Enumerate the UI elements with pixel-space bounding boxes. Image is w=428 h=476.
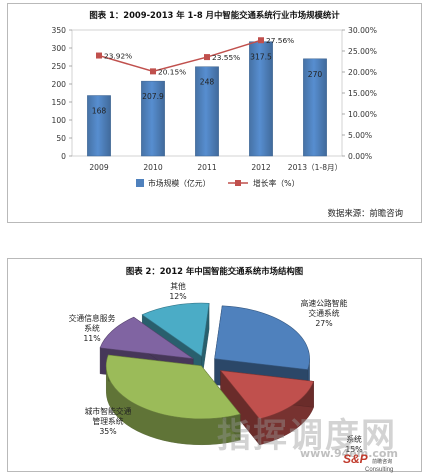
pie-label-1: 系统 bbox=[346, 434, 362, 444]
y-right-tick-label: 10.00% bbox=[348, 110, 377, 119]
watermark-logo-cn: 前瞻咨询 bbox=[372, 459, 393, 465]
chart2-svg: 高速公路智能交通系统27%系统15%城市智能交通管理系统35%交通信息服务系统1… bbox=[69, 281, 363, 454]
pie-label-2: 35% bbox=[99, 427, 116, 436]
legend-line-label: 增长率（%） bbox=[253, 178, 299, 188]
pie-label-0: 交通系统 bbox=[308, 308, 339, 318]
watermark-text: 指挥调度网 bbox=[217, 416, 397, 456]
x-tick-label: 2010 bbox=[143, 163, 162, 172]
bar-value-label: 270 bbox=[308, 70, 323, 79]
y-right-tick-label: 15.00% bbox=[348, 89, 377, 98]
bar-line-chart-panel: 图表 1：2009-2013 年 1-8 月中智能交通系统行业市场规模统计 0 5… bbox=[7, 3, 422, 223]
pie-label-3: 交通信息服务 bbox=[69, 313, 116, 323]
y-right-tick-label: 5.00% bbox=[348, 131, 372, 140]
pie-label-2: 城市智能交通 bbox=[85, 406, 132, 416]
bar-2011 bbox=[195, 66, 219, 157]
y-left-tick-label: 100 bbox=[52, 116, 67, 125]
bar-2010 bbox=[141, 80, 165, 157]
y-right-tick-label: 0.00% bbox=[348, 152, 372, 161]
bar-2013（1-8月） bbox=[303, 58, 327, 157]
watermark-logo: S&P 前瞻咨询 Consulting bbox=[343, 451, 393, 473]
x-tick-label: 2009 bbox=[89, 163, 108, 172]
y-left-tick-label: 150 bbox=[52, 98, 67, 107]
pie-label-1: 15% bbox=[345, 445, 362, 454]
growth-rate-label: 23.92% bbox=[104, 52, 132, 61]
watermark-logo-en: Consulting bbox=[365, 467, 394, 473]
pie-slice-0 bbox=[214, 305, 310, 370]
bar-value-label: 207.9 bbox=[142, 92, 164, 101]
bar-2009 bbox=[87, 95, 111, 157]
bar-value-label: 317.5 bbox=[250, 53, 272, 62]
pie-label-3: 11% bbox=[83, 334, 100, 343]
y-left-tick-label: 250 bbox=[52, 62, 67, 71]
y-left-tick-label: 50 bbox=[56, 134, 66, 143]
pie-label-4: 其他 bbox=[170, 281, 186, 291]
growth-rate-line bbox=[98, 39, 262, 73]
growth-rate-marker bbox=[96, 52, 102, 59]
pie-slice-3 bbox=[99, 316, 194, 359]
chart1-svg: 0 50 100 150 200 250 300 350 0.00% 5.00% 10.00% 15.… bbox=[52, 26, 377, 188]
pie-slice-4 bbox=[141, 302, 210, 357]
bar-value-label: 248 bbox=[200, 78, 215, 87]
x-tick-label: 2011 bbox=[197, 163, 216, 172]
legend-line-marker bbox=[235, 180, 241, 186]
y-left-tick-label: 350 bbox=[52, 26, 67, 35]
chart1-title: 图表 1：2009-2013 年 1-8 月中智能交通系统行业市场规模统计 bbox=[89, 10, 340, 20]
pie-label-0: 高速公路智能 bbox=[301, 298, 348, 308]
y-right-tick-label: 30.00% bbox=[348, 26, 377, 35]
legend-bar-label: 市场规模（亿元） bbox=[148, 178, 210, 188]
bar-value-label: 168 bbox=[92, 107, 107, 116]
y-right-tick-label: 25.00% bbox=[348, 47, 377, 56]
pie-slice-2 bbox=[106, 354, 241, 420]
pie-label-4: 12% bbox=[169, 292, 186, 301]
chart1-source: 数据来源：前瞻咨询 bbox=[327, 208, 403, 218]
y-left-tick-label: 300 bbox=[52, 44, 67, 53]
pie-label-2: 管理系统 bbox=[92, 416, 123, 426]
watermark-url: www.94em.com bbox=[300, 447, 398, 460]
legend-bar-swatch bbox=[136, 179, 144, 187]
pie-slice-1 bbox=[219, 370, 315, 420]
chart2-title: 图表 2：2012 年中国智能交通系统市场结构图 bbox=[125, 266, 304, 276]
growth-rate-label: 20.15% bbox=[158, 67, 186, 76]
pie-chart-panel: 图表 2：2012 年中国智能交通系统市场结构图 高速公路智能 交通系统 27% 系统… bbox=[7, 258, 422, 472]
growth-rate-label: 27.56% bbox=[266, 36, 294, 45]
y-right-tick-label: 20.00% bbox=[348, 68, 377, 77]
pie-label-0: 27% bbox=[315, 319, 332, 328]
x-tick-label: 2013（1-8月） bbox=[288, 163, 343, 172]
growth-rate-label: 23.55% bbox=[212, 53, 240, 62]
growth-rate-marker bbox=[258, 37, 264, 44]
y-left-tick-label: 200 bbox=[52, 80, 67, 89]
growth-rate-marker bbox=[204, 54, 210, 61]
growth-rate-marker bbox=[150, 68, 156, 75]
x-tick-label: 2012 bbox=[251, 163, 270, 172]
pie-label-3: 系统 bbox=[84, 323, 100, 333]
y-left-tick-label: 0 bbox=[61, 152, 66, 161]
watermark-logo-mark: S&P bbox=[343, 452, 368, 466]
